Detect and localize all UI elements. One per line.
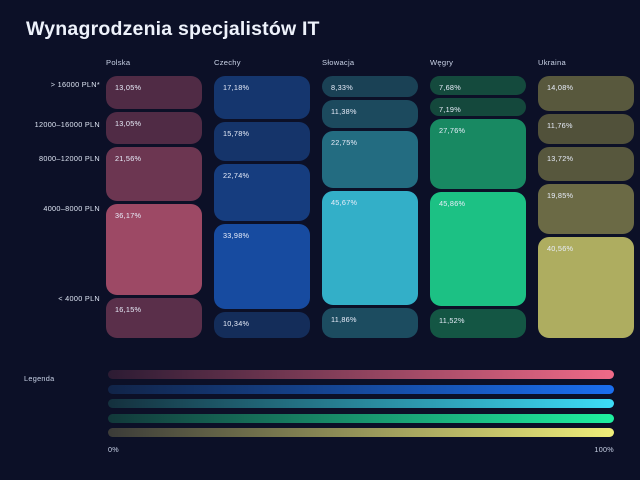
heatmap-cell[interactable]: 27,76%	[430, 119, 526, 189]
heatmap-cell-value: 8,33%	[331, 83, 353, 92]
heatmap-cell[interactable]: 8,33%	[322, 76, 418, 97]
heatmap-cell-value: 13,72%	[547, 153, 574, 163]
heatmap-cell[interactable]: 11,38%	[322, 99, 418, 129]
legend-bar-polska	[108, 370, 614, 379]
heatmap-cell-value: 36,17%	[115, 211, 142, 221]
heatmap-column-polska: 13,05% 13,05% 21,56% 36,17% 16,15%	[106, 76, 202, 338]
heatmap-cell[interactable]: 45,67%	[322, 191, 418, 306]
row-label-axis: > 16000 PLN* 12000–16000 PLN 8000–12000 PL…	[0, 76, 100, 338]
column-header-4: Węgry	[430, 58, 454, 67]
heatmap-column-węgry: 7,68% 7,19% 27,76% 45,86% 11,52%	[430, 76, 526, 339]
column-header-3: Słowacja	[322, 58, 355, 67]
heatmap-cell-value: 7,19%	[439, 105, 461, 115]
heatmap-cell-value: 33,98%	[223, 231, 250, 241]
column-header-5: Ukraina	[538, 58, 566, 67]
heatmap-cell-value: 17,18%	[223, 83, 250, 92]
heatmap-cell-value: 21,56%	[115, 154, 142, 164]
heatmap-cell[interactable]: 33,98%	[214, 224, 310, 310]
heatmap-cell[interactable]: 13,05%	[106, 76, 202, 109]
heatmap-column-słowacja: 8,33% 11,38% 22,75% 45,67% 11,86%	[322, 76, 418, 338]
heatmap-cell[interactable]: 13,72%	[538, 146, 634, 181]
row-label-3: 8000–12000 PLN	[38, 154, 100, 163]
heatmap-cell-value: 22,75%	[331, 138, 358, 148]
heatmap-cell-value: 10,34%	[223, 319, 250, 329]
heatmap-cell[interactable]: 7,68%	[430, 76, 526, 96]
page-title: Wynagrodzenia specjalistów IT	[26, 18, 320, 40]
heatmap-cell[interactable]: 21,56%	[106, 147, 202, 202]
heatmap-cell-value: 27,76%	[439, 126, 466, 136]
heatmap-cell-value: 11,38%	[331, 106, 357, 116]
heatmap-cell[interactable]: 11,86%	[322, 308, 418, 338]
heatmap-column-ukraina: 14,08% 11,76% 13,72% 19,85% 40,56%	[538, 76, 634, 338]
heatmap-cell[interactable]: 13,05%	[106, 111, 202, 145]
heatmap-cell[interactable]: 45,86%	[430, 191, 526, 307]
heatmap-cell-value: 45,86%	[439, 198, 466, 208]
row-label-2: 12000–16000 PLN	[34, 120, 100, 129]
column-header-1: Polska	[106, 58, 131, 67]
column-header-row: Polska Czechy Słowacja Węgry Ukraina	[106, 58, 634, 74]
column-header-2: Czechy	[214, 58, 241, 67]
legend-label: Legenda	[24, 374, 55, 383]
legend-gradient-bars	[108, 370, 614, 443]
heatmap-cell-value: 13,05%	[115, 118, 142, 128]
row-label-4: 4000–8000 PLN	[43, 204, 100, 213]
legend-scale-max: 100%	[594, 445, 614, 454]
legend-scale-min: 0%	[108, 445, 119, 454]
heatmap-cell-value: 11,76%	[547, 121, 573, 131]
row-label-1: > 16000 PLN*	[50, 80, 100, 89]
heatmap-columns: 13,05% 13,05% 21,56% 36,17% 16,15% 17,18% 15,7…	[106, 76, 634, 339]
heatmap-cell-value: 14,08%	[547, 83, 574, 92]
heatmap-cell[interactable]: 14,08%	[538, 76, 634, 112]
heatmap-cell[interactable]: 7,19%	[430, 98, 526, 117]
heatmap-cell[interactable]: 22,74%	[214, 164, 310, 222]
heatmap-cell[interactable]: 11,52%	[430, 309, 526, 339]
heatmap-cell[interactable]: 17,18%	[214, 76, 310, 119]
heatmap-cell-value: 45,67%	[331, 198, 358, 208]
heatmap-cell-value: 11,52%	[439, 316, 465, 326]
legend-scale: 0% 100%	[108, 445, 614, 457]
heatmap-cell-value: 11,86%	[331, 315, 357, 325]
heatmap-cell[interactable]: 22,75%	[322, 131, 418, 189]
legend-bar-węgry	[108, 413, 614, 423]
heatmap-cell-value: 15,78%	[223, 128, 250, 138]
heatmap-cell[interactable]: 36,17%	[106, 204, 202, 295]
heatmap-cell-value: 19,85%	[547, 190, 574, 200]
heatmap-cell[interactable]: 40,56%	[538, 236, 634, 338]
heatmap-cell[interactable]: 16,15%	[106, 297, 202, 338]
heatmap-cell-value: 13,05%	[115, 83, 142, 92]
heatmap-chart: Polska Czechy Słowacja Węgry Ukraina > 16000…	[0, 58, 640, 348]
heatmap-cell[interactable]: 11,76%	[538, 114, 634, 144]
legend-bar-ukraina	[108, 428, 614, 438]
legend-bar-czechy	[108, 384, 614, 394]
heatmap-cell[interactable]: 15,78%	[214, 121, 310, 162]
heatmap-cell-value: 22,74%	[223, 171, 250, 181]
heatmap-cell[interactable]: 10,34%	[214, 312, 310, 338]
heatmap-cell-value: 16,15%	[115, 304, 142, 314]
heatmap-cell-value: 7,68%	[439, 83, 461, 92]
heatmap-cell[interactable]: 19,85%	[538, 183, 634, 234]
legend-bar-słowacja	[108, 399, 614, 409]
heatmap-column-czechy: 17,18% 15,78% 22,74% 33,98% 10,34%	[214, 76, 310, 338]
legend: Legenda 0% 100%	[0, 362, 640, 462]
heatmap-cell-value: 40,56%	[547, 243, 574, 253]
row-label-5: < 4000 PLN	[58, 294, 100, 303]
